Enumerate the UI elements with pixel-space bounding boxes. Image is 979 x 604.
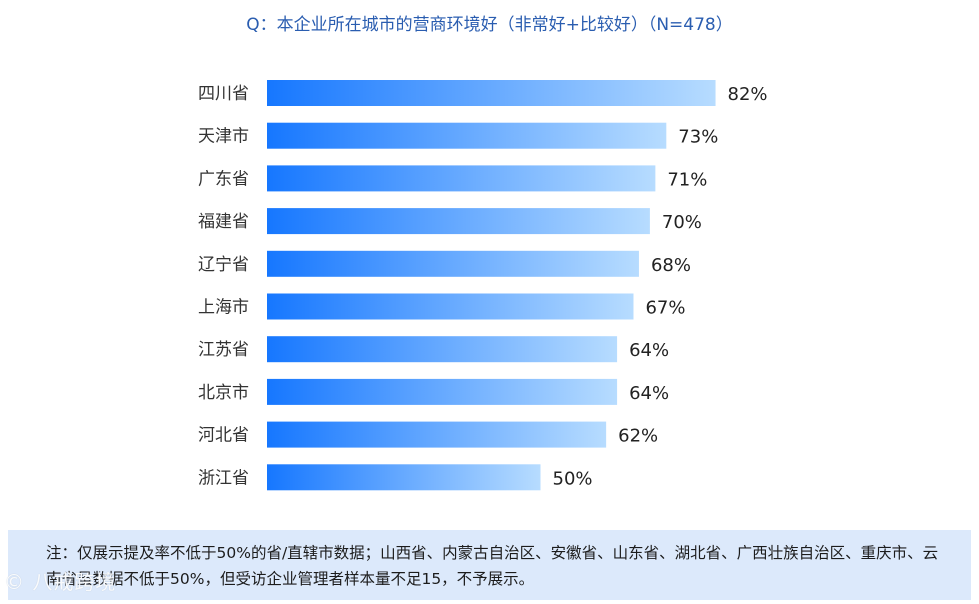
- bar: [267, 80, 716, 106]
- value-label: 70%: [662, 212, 702, 233]
- watermark: © 八戒跨境: [4, 570, 117, 594]
- value-label: 73%: [678, 127, 718, 148]
- category-label: 上海市: [198, 298, 249, 318]
- bar: [267, 165, 656, 192]
- category-label: 浙江省: [198, 468, 249, 488]
- value-label: 68%: [651, 255, 691, 276]
- category-label: 福建省: [198, 212, 249, 232]
- category-label: 河北省: [198, 426, 249, 446]
- footnote-text: 注：仅展示提及率不低于50%的省/直辖市数据；山西省、内蒙古自治区、安徽省、山东…: [46, 544, 939, 588]
- category-label: 北京市: [198, 383, 249, 403]
- value-label: 67%: [645, 298, 685, 319]
- value-label: 62%: [618, 426, 658, 447]
- bar: [267, 293, 634, 320]
- bar: [267, 378, 618, 405]
- bar: [267, 208, 650, 235]
- category-label: 辽宁省: [198, 255, 249, 275]
- value-label: 64%: [629, 340, 669, 361]
- bar: [267, 250, 639, 277]
- category-label: 天津市: [198, 127, 249, 147]
- bar-chart: 四川省 82% 天津市 73% 广东省 71% 福建省 70% 辽宁省 68% 上海市 67% 江苏省 6…: [198, 80, 768, 491]
- category-label: 四川省: [198, 84, 249, 104]
- footnote-box: 注：仅展示提及率不低于50%的省/直辖市数据；山西省、内蒙古自治区、安徽省、山东…: [8, 530, 971, 600]
- bar: [267, 122, 667, 149]
- value-label: 82%: [728, 84, 768, 105]
- bar: [267, 336, 618, 363]
- value-label: 64%: [629, 383, 669, 404]
- category-label: 广东省: [198, 169, 249, 189]
- value-label: 71%: [667, 169, 707, 190]
- chart-title: Q：本企业所在城市的营商环境好（非常好+比较好）（N=478）: [246, 15, 733, 35]
- bar: [267, 421, 607, 448]
- category-label: 江苏省: [198, 340, 249, 360]
- value-label: 50%: [553, 468, 593, 489]
- bar: [267, 464, 541, 491]
